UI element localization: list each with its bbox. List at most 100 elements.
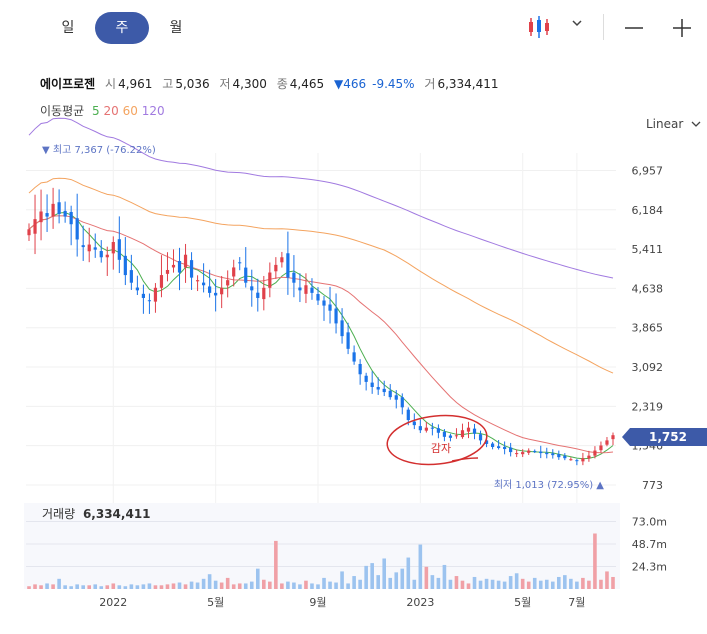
change-value: ▼466 <box>333 77 367 91</box>
x-tick-label: 5월 <box>514 596 531 609</box>
candle-body <box>515 453 519 455</box>
tab-daily[interactable]: 일 <box>61 20 75 36</box>
annotation-underline <box>451 457 479 462</box>
candle-body <box>454 435 459 437</box>
volume-bar <box>358 579 362 589</box>
candle-body <box>250 286 254 291</box>
open-value: 4,961 <box>118 77 153 91</box>
volume-bar <box>141 584 146 589</box>
candle-body <box>539 451 543 454</box>
volume-panel-title: 거래량 <box>42 507 75 521</box>
candle-body <box>214 292 218 296</box>
volume-bar <box>406 557 411 589</box>
candle-body <box>340 320 344 337</box>
candle-body <box>418 426 422 431</box>
candle-body <box>509 447 513 453</box>
y-tick-label: 3,865 <box>632 322 664 335</box>
volume-bar <box>611 576 615 589</box>
candle-body <box>521 452 525 455</box>
candle-body <box>551 453 555 456</box>
candle-body <box>45 213 49 217</box>
volume-bar <box>430 575 435 589</box>
last-price-value: 1,752 <box>649 430 687 444</box>
volume-bar <box>304 580 308 589</box>
candle-body <box>51 203 55 217</box>
volume-bar <box>292 582 296 589</box>
volume-bar <box>496 580 501 589</box>
x-tick-label: 5월 <box>207 596 224 609</box>
high-label: 고 <box>162 77 174 91</box>
volume-bar <box>262 579 266 589</box>
volume-bar <box>57 578 61 589</box>
volume-bar <box>201 578 206 589</box>
volume-panel-value: 6,334,411 <box>83 507 151 521</box>
y-tick-label: 6,184 <box>632 204 664 217</box>
x-tick-label: 2022 <box>99 596 127 609</box>
volume-bar <box>346 583 350 589</box>
candle-body <box>605 440 609 445</box>
volume-bar <box>412 579 417 589</box>
tab-monthly[interactable]: 월 <box>169 20 183 36</box>
zoom-in-icon[interactable] <box>670 16 694 40</box>
volume-bar <box>183 584 188 589</box>
volume-bar <box>129 584 134 589</box>
volume-bar <box>448 579 453 589</box>
volume-bar <box>274 540 278 589</box>
volume-bar <box>340 571 344 589</box>
chevron-down-icon[interactable] <box>571 18 583 28</box>
ma-20: 20 <box>103 104 119 118</box>
candle-body <box>39 211 43 223</box>
volume-bar <box>352 576 356 589</box>
volume-bar <box>394 572 399 589</box>
volume-bar <box>581 577 585 589</box>
volume-bar <box>63 585 67 589</box>
candle-body <box>93 247 97 250</box>
volume-bar <box>111 583 116 589</box>
candle-body <box>593 450 597 456</box>
candle-body <box>244 267 248 283</box>
volume-plot-area <box>24 503 620 589</box>
candle-body <box>490 443 495 448</box>
y-tick-label: 6,957 <box>632 164 664 177</box>
scale-selector[interactable]: Linear <box>646 117 701 131</box>
volume-panel-label: 거래량 6,334,411 <box>42 507 151 521</box>
volume-bar <box>490 579 495 589</box>
volume-bar <box>51 584 55 589</box>
candle-body <box>424 427 428 431</box>
volume-bar <box>520 578 525 589</box>
volume-bar <box>81 585 85 589</box>
candle-body <box>478 434 483 441</box>
volume-bar <box>544 579 549 589</box>
candle-body <box>159 275 164 288</box>
volume-bar <box>45 583 49 589</box>
volume-bar <box>195 582 200 589</box>
volume-bar <box>370 563 374 589</box>
volume-bar <box>388 577 393 589</box>
candle-body <box>63 210 67 217</box>
zoom-out-icon[interactable] <box>622 16 646 40</box>
candle-body <box>262 287 266 300</box>
volume-tick-label: 24.3m <box>632 561 667 574</box>
candle-body <box>280 257 284 263</box>
tab-weekly[interactable]: 주 <box>95 12 149 44</box>
ma-5: 5 <box>92 104 100 118</box>
volume-bar <box>364 565 368 589</box>
candle-body <box>129 270 133 283</box>
volume-bar <box>502 581 507 589</box>
volume-bar <box>532 577 537 589</box>
quote-summary: 에이프로젠 시 4,961 고 5,036 저 4,300 종 4,465 ▼466 -9… <box>40 75 505 92</box>
candle-body <box>412 421 416 426</box>
volume-bar <box>159 585 164 589</box>
candle-body <box>232 267 236 277</box>
volume-bar <box>99 586 104 589</box>
volume-bar <box>225 577 230 589</box>
volume-bar <box>538 580 543 589</box>
candlestick-chart-icon[interactable] <box>527 14 551 40</box>
volume-bar <box>442 564 447 589</box>
volume-bar <box>322 577 326 589</box>
last-price-tag: 1,752 <box>622 428 707 446</box>
volume-bar <box>117 585 122 589</box>
volume-label: 거 <box>424 77 436 91</box>
y-tick-label: 4,638 <box>632 282 664 295</box>
